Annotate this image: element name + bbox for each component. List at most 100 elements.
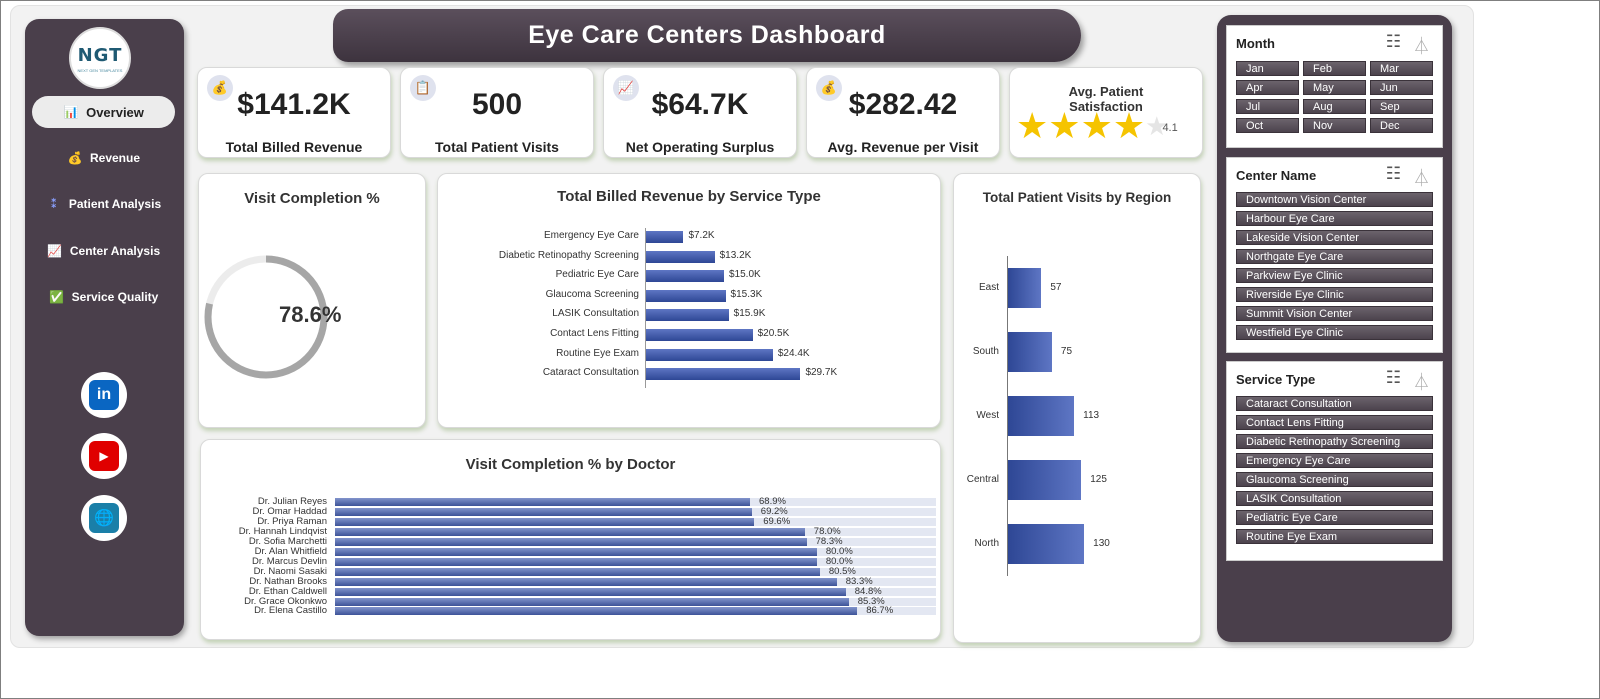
card-title: Visit Completion % xyxy=(244,190,380,207)
money-bag-icon: 💰 xyxy=(67,151,83,165)
slicer-item-sep[interactable]: Sep xyxy=(1370,99,1433,114)
nav-revenue[interactable]: 💰 Revenue xyxy=(32,142,175,174)
trend-chart-icon: 📈 xyxy=(613,75,639,101)
nav-label: Service Quality xyxy=(71,290,159,304)
slicer-panel: Month ☷ ⏃ Jan Feb Mar Apr May Jun Jul Aug Sep Oct… xyxy=(1217,15,1452,642)
bar xyxy=(1008,268,1042,308)
money-bag-icon: 💰 xyxy=(207,75,233,101)
nav-service-quality[interactable]: ✅ Service Quality xyxy=(32,281,175,313)
slicer-item-feb[interactable]: Feb xyxy=(1303,61,1366,76)
slicer-item-jul[interactable]: Jul xyxy=(1236,99,1299,114)
slicer-item[interactable]: Harbour Eye Care xyxy=(1236,211,1433,226)
slicer-item[interactable]: Cataract Consultation xyxy=(1236,396,1433,411)
globe-icon: 🌐 xyxy=(89,503,119,533)
kpi-card-net-operating-surplus: 📈 $64.7K Net Operating Surplus xyxy=(603,67,797,158)
multi-select-icon[interactable]: ☷ xyxy=(1385,368,1401,387)
bar-label: Dr. Naomi Sasaki xyxy=(253,565,327,577)
bar xyxy=(335,537,807,546)
chart-title: Visit Completion % by Doctor xyxy=(465,456,676,473)
revenue-by-service-chart: Total Billed Revenue by Service Type Eme… xyxy=(437,173,941,428)
bar-label: Dr. Nathan Brooks xyxy=(249,575,327,587)
nav-overview[interactable]: 📊 Overview xyxy=(32,96,175,128)
bar-value: 69.6% xyxy=(763,515,791,527)
slicer-item-may[interactable]: May xyxy=(1303,80,1366,95)
slicer-item[interactable]: LASIK Consultation xyxy=(1236,491,1433,506)
linkedin-button[interactable]: in xyxy=(81,372,127,418)
bar-label: South xyxy=(972,346,999,357)
bar-value: 75 xyxy=(1060,346,1073,357)
bar xyxy=(335,517,755,526)
slicer-item[interactable]: Pediatric Eye Care xyxy=(1236,510,1433,525)
bar-label: Contact Lens Fitting xyxy=(550,328,639,339)
completion-ring xyxy=(204,255,328,379)
slicer-item[interactable]: Lakeside Vision Center xyxy=(1236,230,1433,245)
bar-label: Dr. Hannah Lindqvist xyxy=(238,525,327,537)
bar xyxy=(335,547,817,556)
slicer-item[interactable]: Westfield Eye Clinic xyxy=(1236,325,1433,340)
bar-label: Glaucoma Screening xyxy=(545,288,639,300)
slicer-item-apr[interactable]: Apr xyxy=(1236,80,1299,95)
bar xyxy=(646,289,726,302)
slicer-item-mar[interactable]: Mar xyxy=(1370,61,1433,76)
bar-value: 68.9% xyxy=(759,496,786,507)
nav-label: Revenue xyxy=(89,151,141,165)
nav-label: Center Analysis xyxy=(69,244,161,258)
kpi-card-patient-satisfaction: Avg. Patient Satisfaction ★ ★ ★ ★ ★ 4.1 xyxy=(1009,67,1203,158)
slicer-item[interactable]: Diabetic Retinopathy Screening xyxy=(1236,434,1433,449)
bar xyxy=(646,368,801,381)
linkedin-icon: in xyxy=(89,380,119,410)
slicer-item-nov[interactable]: Nov xyxy=(1303,118,1366,133)
slicer-item[interactable]: Northgate Eye Care xyxy=(1236,249,1433,264)
dots-icon: ⁑ xyxy=(50,197,57,211)
nav-center-analysis[interactable]: 📈 Center Analysis xyxy=(32,235,175,267)
slicer-item[interactable]: Routine Eye Exam xyxy=(1236,529,1433,544)
y-axis-line xyxy=(645,228,646,388)
bar-value: 85.3% xyxy=(857,595,885,607)
slicer-item[interactable]: Summit Vision Center xyxy=(1236,306,1433,321)
center-name-slicer: Center Name ☷ ⏃ Downtown Vision Center Ha… xyxy=(1226,157,1443,353)
bar xyxy=(335,597,849,606)
slicer-item-oct[interactable]: Oct xyxy=(1236,118,1299,133)
slicer-item-jan[interactable]: Jan xyxy=(1236,61,1299,76)
multi-select-icon[interactable]: ☷ xyxy=(1385,32,1401,51)
kpi-label: Net Operating Surplus xyxy=(625,139,775,155)
kpi-card-avg-revenue-per-visit: 💰 $282.42 Avg. Revenue per Visit xyxy=(806,67,1000,158)
money-bag-icon: 💰 xyxy=(816,75,842,101)
service-type-slicer: Service Type ☷ ⏃ Cataract Consultation Co… xyxy=(1226,361,1443,561)
star-icon: ★ xyxy=(1112,105,1146,146)
slicer-item-jun[interactable]: Jun xyxy=(1370,80,1433,95)
multi-select-icon[interactable]: ☷ xyxy=(1385,164,1401,183)
clear-filter-icon[interactable]: ⏃ xyxy=(1413,37,1430,56)
clear-filter-icon[interactable]: ⏃ xyxy=(1413,373,1430,392)
slicer-item[interactable]: Glaucoma Screening xyxy=(1236,472,1433,487)
bar-label: Routine Eye Exam xyxy=(556,347,639,359)
bar-value: 80.0% xyxy=(825,545,853,557)
bar-value: $7.2K xyxy=(688,230,715,241)
bar-label: Diabetic Retinopathy Screening xyxy=(498,249,639,261)
slicer-item[interactable]: Contact Lens Fitting xyxy=(1236,415,1433,430)
slicer-item[interactable]: Riverside Eye Clinic xyxy=(1236,287,1433,302)
satisfaction-title: Avg. Patient Satisfaction xyxy=(1068,84,1144,114)
slicer-item[interactable]: Emergency Eye Care xyxy=(1236,453,1433,468)
slicer-item[interactable]: Downtown Vision Center xyxy=(1236,192,1433,207)
youtube-button[interactable]: ▶ xyxy=(81,433,127,479)
kpi-value: $64.7K xyxy=(651,88,749,121)
kpi-label: Total Billed Revenue xyxy=(225,139,363,155)
bar-label: East xyxy=(978,282,999,293)
bar xyxy=(1008,396,1075,436)
kpi-value: 500 xyxy=(471,88,523,121)
bar xyxy=(335,498,750,506)
clear-filter-icon[interactable]: ⏃ xyxy=(1413,169,1430,188)
slicer-item-dec[interactable]: Dec xyxy=(1370,118,1433,133)
website-button[interactable]: 🌐 xyxy=(81,495,127,541)
bar-label: Dr. Omar Haddad xyxy=(252,505,327,517)
bar-value: 78.3% xyxy=(815,535,843,547)
slicer-item-aug[interactable]: Aug xyxy=(1303,99,1366,114)
star-icon: ★ xyxy=(1016,105,1049,146)
nav-patient-analysis[interactable]: ⁑ Patient Analysis xyxy=(32,188,175,220)
bar-label: West xyxy=(976,410,999,421)
sidebar: NGT NEXT GEN TEMPLATES 📊 Overview 💰 Reve… xyxy=(25,19,184,636)
bar-value: 130 xyxy=(1093,538,1110,549)
bar-label: North xyxy=(974,538,999,549)
slicer-item[interactable]: Parkview Eye Clinic xyxy=(1236,268,1433,283)
